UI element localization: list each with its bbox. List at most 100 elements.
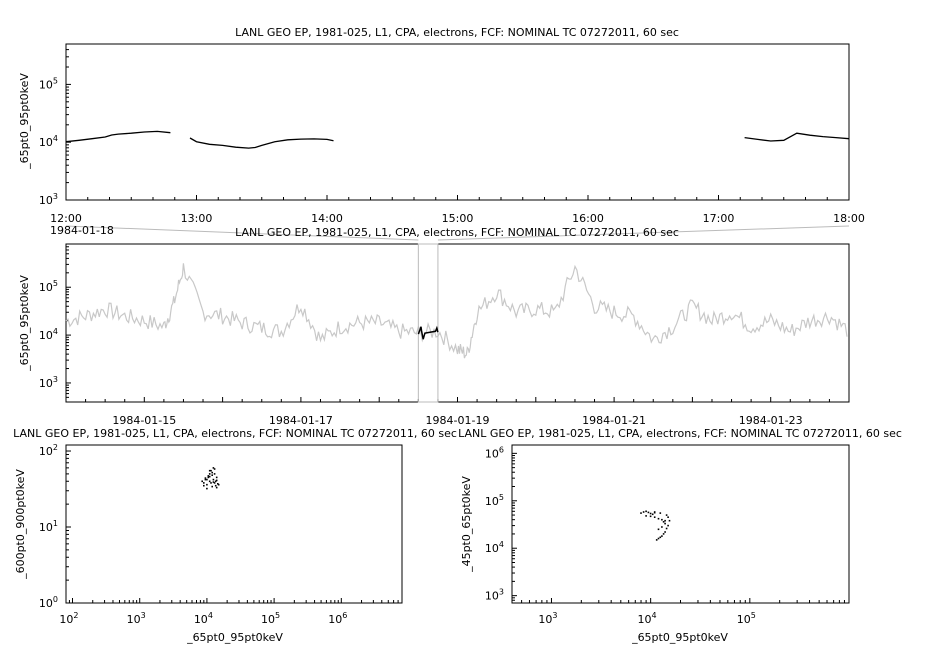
y-tick-label: 102 — [39, 443, 58, 458]
scatter-point — [212, 467, 215, 469]
x-tick-label: 1984-01-21 — [582, 414, 646, 427]
scatter-point — [665, 527, 668, 530]
x-tick-label: 18:00 — [833, 212, 865, 225]
scatter-point — [667, 524, 669, 527]
scatter-point — [665, 514, 668, 516]
scatter-point — [651, 513, 654, 516]
y-tick-label: 106 — [485, 445, 504, 460]
x-tick-label: 17:00 — [703, 212, 735, 225]
scatter-point — [662, 533, 665, 535]
scatter-point — [653, 516, 656, 518]
scatter-point — [206, 487, 208, 490]
x-tick-label: 102 — [59, 611, 78, 626]
x-tick-label: 103 — [127, 611, 146, 626]
x-tick-label: 104 — [638, 611, 657, 626]
scatter-point — [207, 475, 210, 477]
scatter-point — [206, 483, 208, 486]
plot-frame — [511, 444, 850, 604]
x-tick-label: 106 — [328, 611, 347, 626]
zoom-connector-lines — [65, 225, 850, 241]
y-tick-label: 100 — [39, 595, 58, 610]
scatter-point — [201, 480, 203, 483]
zoom-connector-right — [437, 225, 850, 241]
scatter-point — [661, 535, 663, 537]
scatter-point — [657, 537, 660, 540]
scatter-point — [204, 478, 207, 481]
y-axis-label: _65pt0_95pt0keV — [18, 275, 31, 372]
y-axis-label: _65pt0_95pt0keV — [18, 73, 31, 170]
scatter-point — [661, 526, 663, 528]
scatter-point — [653, 511, 656, 513]
y-tick-label: 104 — [39, 134, 58, 149]
plot-title: LANL GEO EP, 1981-025, L1, CPA, electron… — [458, 427, 902, 440]
timeseries-plot-overview: LANL GEO EP, 1981-025, L1, CPA, electron… — [18, 224, 850, 427]
scatter-point — [664, 519, 666, 522]
scatter-point — [208, 473, 211, 475]
scatter-point — [214, 480, 217, 483]
plot-frame — [65, 43, 850, 201]
scatter-plot-right: LANL GEO EP, 1981-025, L1, CPA, electron… — [458, 427, 902, 644]
x-tick-label: 1984-01-15 — [112, 414, 176, 427]
x-tick-label: 16:00 — [572, 212, 604, 225]
scatter-point — [667, 516, 669, 518]
plot-frame — [65, 444, 403, 604]
scatter-point — [217, 483, 220, 486]
scatter-point — [664, 522, 666, 525]
x-tick-label: 1984-01-19 — [426, 414, 490, 427]
x-tick-label: 13:00 — [181, 212, 213, 225]
scatter-point — [668, 519, 671, 522]
y-tick-label: 105 — [485, 493, 504, 508]
plot-title: LANL GEO EP, 1981-025, L1, CPA, electron… — [235, 26, 679, 39]
scatter-point — [207, 476, 210, 479]
scatter-point — [645, 510, 647, 513]
x-axis-label: _65pt0_95pt0keV — [186, 631, 283, 644]
scatter-point — [211, 471, 213, 474]
y-tick-label: 103 — [485, 588, 504, 603]
y-tick-label: 103 — [39, 375, 58, 390]
y-tick-label: 104 — [485, 540, 504, 555]
plot-title: LANL GEO EP, 1981-025, L1, CPA, electron… — [235, 226, 679, 239]
x-tick-label: 105 — [261, 611, 280, 626]
scatter-point — [211, 485, 213, 488]
scatter-point — [210, 469, 212, 472]
x-tick-label: 15:00 — [442, 212, 474, 225]
scatter-point — [203, 482, 205, 484]
date-label: 1984-01-18 — [50, 224, 114, 237]
y-tick-label: 105 — [39, 279, 58, 294]
x-tick-label: 1984-01-17 — [269, 414, 333, 427]
series-line — [65, 130, 171, 143]
series-line — [189, 137, 334, 149]
scatter-point — [212, 478, 215, 481]
y-tick-label: 104 — [39, 327, 58, 342]
timeseries-plot-top: LANL GEO EP, 1981-025, L1, CPA, electron… — [18, 26, 865, 225]
x-axis-label: _65pt0_95pt0keV — [631, 631, 728, 644]
scatter-point — [649, 512, 652, 515]
scatter-point — [208, 469, 211, 472]
y-tick-label: 105 — [39, 76, 58, 91]
x-tick-label: 103 — [538, 611, 557, 626]
scatter-point — [213, 473, 216, 475]
scatter-point — [213, 468, 216, 470]
highlight-window — [417, 243, 439, 403]
scatter-point — [659, 536, 662, 539]
scatter-point — [659, 512, 662, 514]
y-axis-label: _600pt0_900pt0keV — [14, 469, 27, 580]
scatter-point — [640, 512, 642, 514]
scatter-point — [647, 511, 650, 514]
scatter-point — [217, 483, 219, 485]
scatter-point — [213, 482, 216, 484]
scatter-point — [208, 480, 211, 483]
scatter-point — [642, 511, 645, 513]
scatter-point — [215, 486, 218, 489]
x-tick-label: 104 — [194, 611, 213, 626]
scatter-point — [662, 521, 665, 523]
y-tick-label: 101 — [39, 519, 58, 534]
y-axis-label: _45pt0_65pt0keV — [460, 476, 473, 573]
scatter-point — [210, 482, 212, 484]
x-tick-label: 1984-01-23 — [739, 414, 803, 427]
scatter-point — [215, 476, 218, 479]
scatter-point — [211, 474, 213, 476]
scatter-point — [655, 539, 658, 541]
scatter-point — [661, 518, 663, 521]
scatter-point — [206, 478, 208, 481]
